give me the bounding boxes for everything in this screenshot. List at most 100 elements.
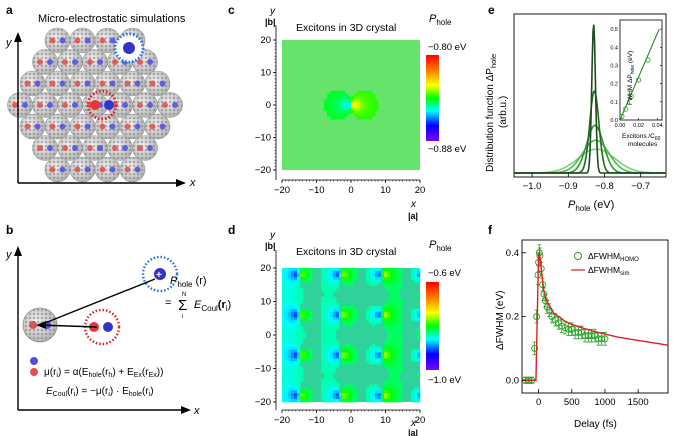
heatmap-cell xyxy=(333,300,337,304)
heatmap-cell xyxy=(399,326,403,330)
heatmap-cell xyxy=(282,302,286,307)
heatmap-cell xyxy=(369,102,373,106)
dipole-minus xyxy=(124,123,131,130)
heatmap-cell xyxy=(345,393,349,397)
heatmap-cell xyxy=(354,355,358,359)
heatmap-cell xyxy=(417,390,421,394)
heatmap-cell xyxy=(333,273,337,278)
dipole-plus xyxy=(147,102,153,108)
heatmap-cell xyxy=(396,279,400,283)
heatmap-cell xyxy=(351,358,355,362)
heatmap-cell xyxy=(390,349,394,353)
heatmap-cell xyxy=(336,346,340,350)
heatmap-cell xyxy=(348,349,352,353)
dipole-plus xyxy=(109,123,116,130)
heatmap-cell xyxy=(375,305,379,310)
heatmap-cell xyxy=(375,99,379,103)
heatmap-cell xyxy=(297,384,301,388)
heatmap-cell xyxy=(384,396,388,400)
heatmap-cell xyxy=(324,364,328,368)
heatmap-cell xyxy=(399,352,403,356)
dipole-minus xyxy=(124,166,131,173)
heatmap-cell xyxy=(384,285,388,289)
heatmap-cell xyxy=(327,276,331,280)
dipole-minus xyxy=(29,321,37,329)
heatmap-cell xyxy=(330,343,334,347)
heatmap-cell xyxy=(333,337,337,342)
heatmap-cell xyxy=(396,329,400,333)
heatmap-cell xyxy=(390,329,394,333)
heatmap-cell xyxy=(378,268,382,272)
heatmap-cell xyxy=(285,300,289,304)
heatmap-cell xyxy=(393,352,397,356)
heatmap-cell xyxy=(285,323,289,327)
heatmap-cell xyxy=(354,352,358,356)
heatmap-cell xyxy=(321,390,325,394)
heatmap-cell xyxy=(342,268,346,272)
heatmap-cell xyxy=(417,311,421,315)
heatmap-cell xyxy=(294,317,298,321)
heatmap-cell xyxy=(291,343,295,347)
heatmap-cell xyxy=(288,355,292,359)
heatmap-cell xyxy=(321,282,325,286)
heatmap-cell xyxy=(327,93,331,97)
heatmap-cell xyxy=(291,396,295,400)
heatmap-cell xyxy=(399,332,403,336)
fullerene-cage xyxy=(95,114,120,139)
heatmap-cell xyxy=(288,308,292,312)
heatmap-cell xyxy=(396,276,400,280)
heatmap-cell xyxy=(330,358,334,362)
heatmap-cell xyxy=(390,302,394,307)
dipole-minus xyxy=(99,166,106,173)
heatmap-cell xyxy=(330,332,334,336)
heatmap-cell xyxy=(297,372,301,377)
heatmap-cell xyxy=(396,375,400,379)
heatmap-cell xyxy=(288,326,292,330)
heatmap-cell xyxy=(282,346,286,350)
heatmap-cell xyxy=(321,337,325,342)
heatmap-cell xyxy=(285,311,289,315)
heatmap-cell xyxy=(333,314,337,318)
heatmap-cell xyxy=(411,390,415,394)
heatmap-cell xyxy=(333,369,337,374)
heatmap-cell xyxy=(330,279,334,283)
fullerene-cage xyxy=(45,28,70,53)
dipole-plus xyxy=(159,123,166,130)
heatmap-cell xyxy=(399,323,403,327)
heatmap-cell xyxy=(366,396,370,400)
heatmap-cell xyxy=(381,314,385,318)
heatmap-cell xyxy=(351,349,355,353)
heatmap-cell xyxy=(363,102,367,106)
heatmap-cell xyxy=(327,384,331,388)
heatmap-cell xyxy=(297,396,301,400)
heatmap-cell xyxy=(327,314,331,318)
dipole-minus xyxy=(74,37,81,44)
heatmap-cell xyxy=(366,279,370,283)
heatmap-cell xyxy=(333,393,337,397)
heatmap-cell xyxy=(333,102,337,106)
heatmap-cell xyxy=(399,270,403,275)
heatmap-cell xyxy=(321,367,325,371)
c-colorbar-title: Phole xyxy=(429,13,452,27)
heatmap-cell xyxy=(399,302,403,307)
heatmap-cell xyxy=(363,96,367,100)
heatmap-cell xyxy=(300,355,304,359)
heatmap-cell xyxy=(297,288,301,292)
heatmap-cell xyxy=(390,361,394,365)
heatmap-cell xyxy=(282,320,286,324)
e-plot-frame xyxy=(513,13,667,178)
heatmap-cell xyxy=(393,384,397,388)
heatmap-cell xyxy=(351,317,355,321)
heatmap-cell xyxy=(348,393,352,397)
heatmap-cell xyxy=(354,358,358,362)
heatmap-cell xyxy=(297,337,301,342)
heatmap-cell xyxy=(330,302,334,307)
heatmap-cell xyxy=(297,291,301,295)
heatmap-cell xyxy=(285,294,289,298)
heatmap-cell xyxy=(348,270,352,275)
heatmap-cell xyxy=(369,320,373,324)
heatmap-cell xyxy=(330,393,334,397)
e-inset-content: 0.50.40.30.20.10.00.00 0.02 0.04 xyxy=(610,27,662,129)
heatmap-cell xyxy=(333,276,337,280)
